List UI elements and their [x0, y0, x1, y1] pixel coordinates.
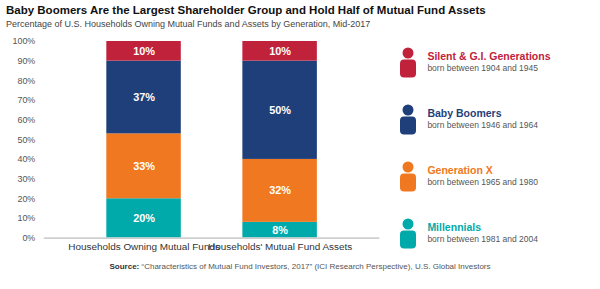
html-text:Generation X: Generation X: [427, 163, 493, 176]
html-text:born between 1904 and 1945: born between 1904 and 1945: [427, 62, 538, 73]
html-text:born between 1965 and 1980: born between 1965 and 1980: [427, 176, 538, 187]
svg-text:0%: 0%: [22, 233, 35, 243]
html-text:Baby Boomers Are the Largest S: Baby Boomers Are the Largest Shareholder…: [6, 4, 486, 16]
svg-text:8%: 8%: [272, 224, 288, 236]
svg-text:90%: 90%: [17, 56, 35, 66]
svg-text:10%: 10%: [17, 213, 35, 223]
html-text:Silent & G.I. Generations: Silent & G.I. Generations: [427, 49, 551, 62]
html-text:Percentage of U.S. Households: Percentage of U.S. Households Owning Mut…: [6, 19, 371, 29]
html-text:Millennials: Millennials: [427, 220, 482, 233]
svg-text:20%: 20%: [133, 212, 155, 224]
svg-text:70%: 70%: [17, 95, 35, 105]
html-text:Source: “Characteristics of Mu: Source: “Characteristics of Mutual Fund …: [109, 262, 491, 271]
svg-text:20%: 20%: [17, 194, 35, 204]
svg-text:32%: 32%: [269, 184, 291, 196]
svg-text:60%: 60%: [17, 115, 35, 125]
svg-text:Households' Mutual Fund Assets: Households' Mutual Fund Assets: [208, 241, 352, 252]
svg-text:100%: 100%: [12, 36, 35, 46]
svg-text:37%: 37%: [133, 91, 155, 103]
svg-text:40%: 40%: [17, 154, 35, 164]
html-text:born between 1946 and 1964: born between 1946 and 1964: [427, 119, 538, 130]
svg-text:33%: 33%: [133, 160, 155, 172]
svg-text:30%: 30%: [17, 174, 35, 184]
svg-text:50%: 50%: [17, 135, 35, 145]
svg-text:10%: 10%: [269, 45, 291, 57]
svg-text:Households Owning Mutual Funds: Households Owning Mutual Funds: [68, 241, 220, 252]
svg-text:10%: 10%: [133, 45, 155, 57]
svg-text:50%: 50%: [269, 104, 291, 116]
html-text:Baby Boomers: Baby Boomers: [427, 106, 502, 119]
svg-text:80%: 80%: [17, 76, 35, 86]
html-text:born between 1981 and 2004: born between 1981 and 2004: [427, 233, 538, 244]
